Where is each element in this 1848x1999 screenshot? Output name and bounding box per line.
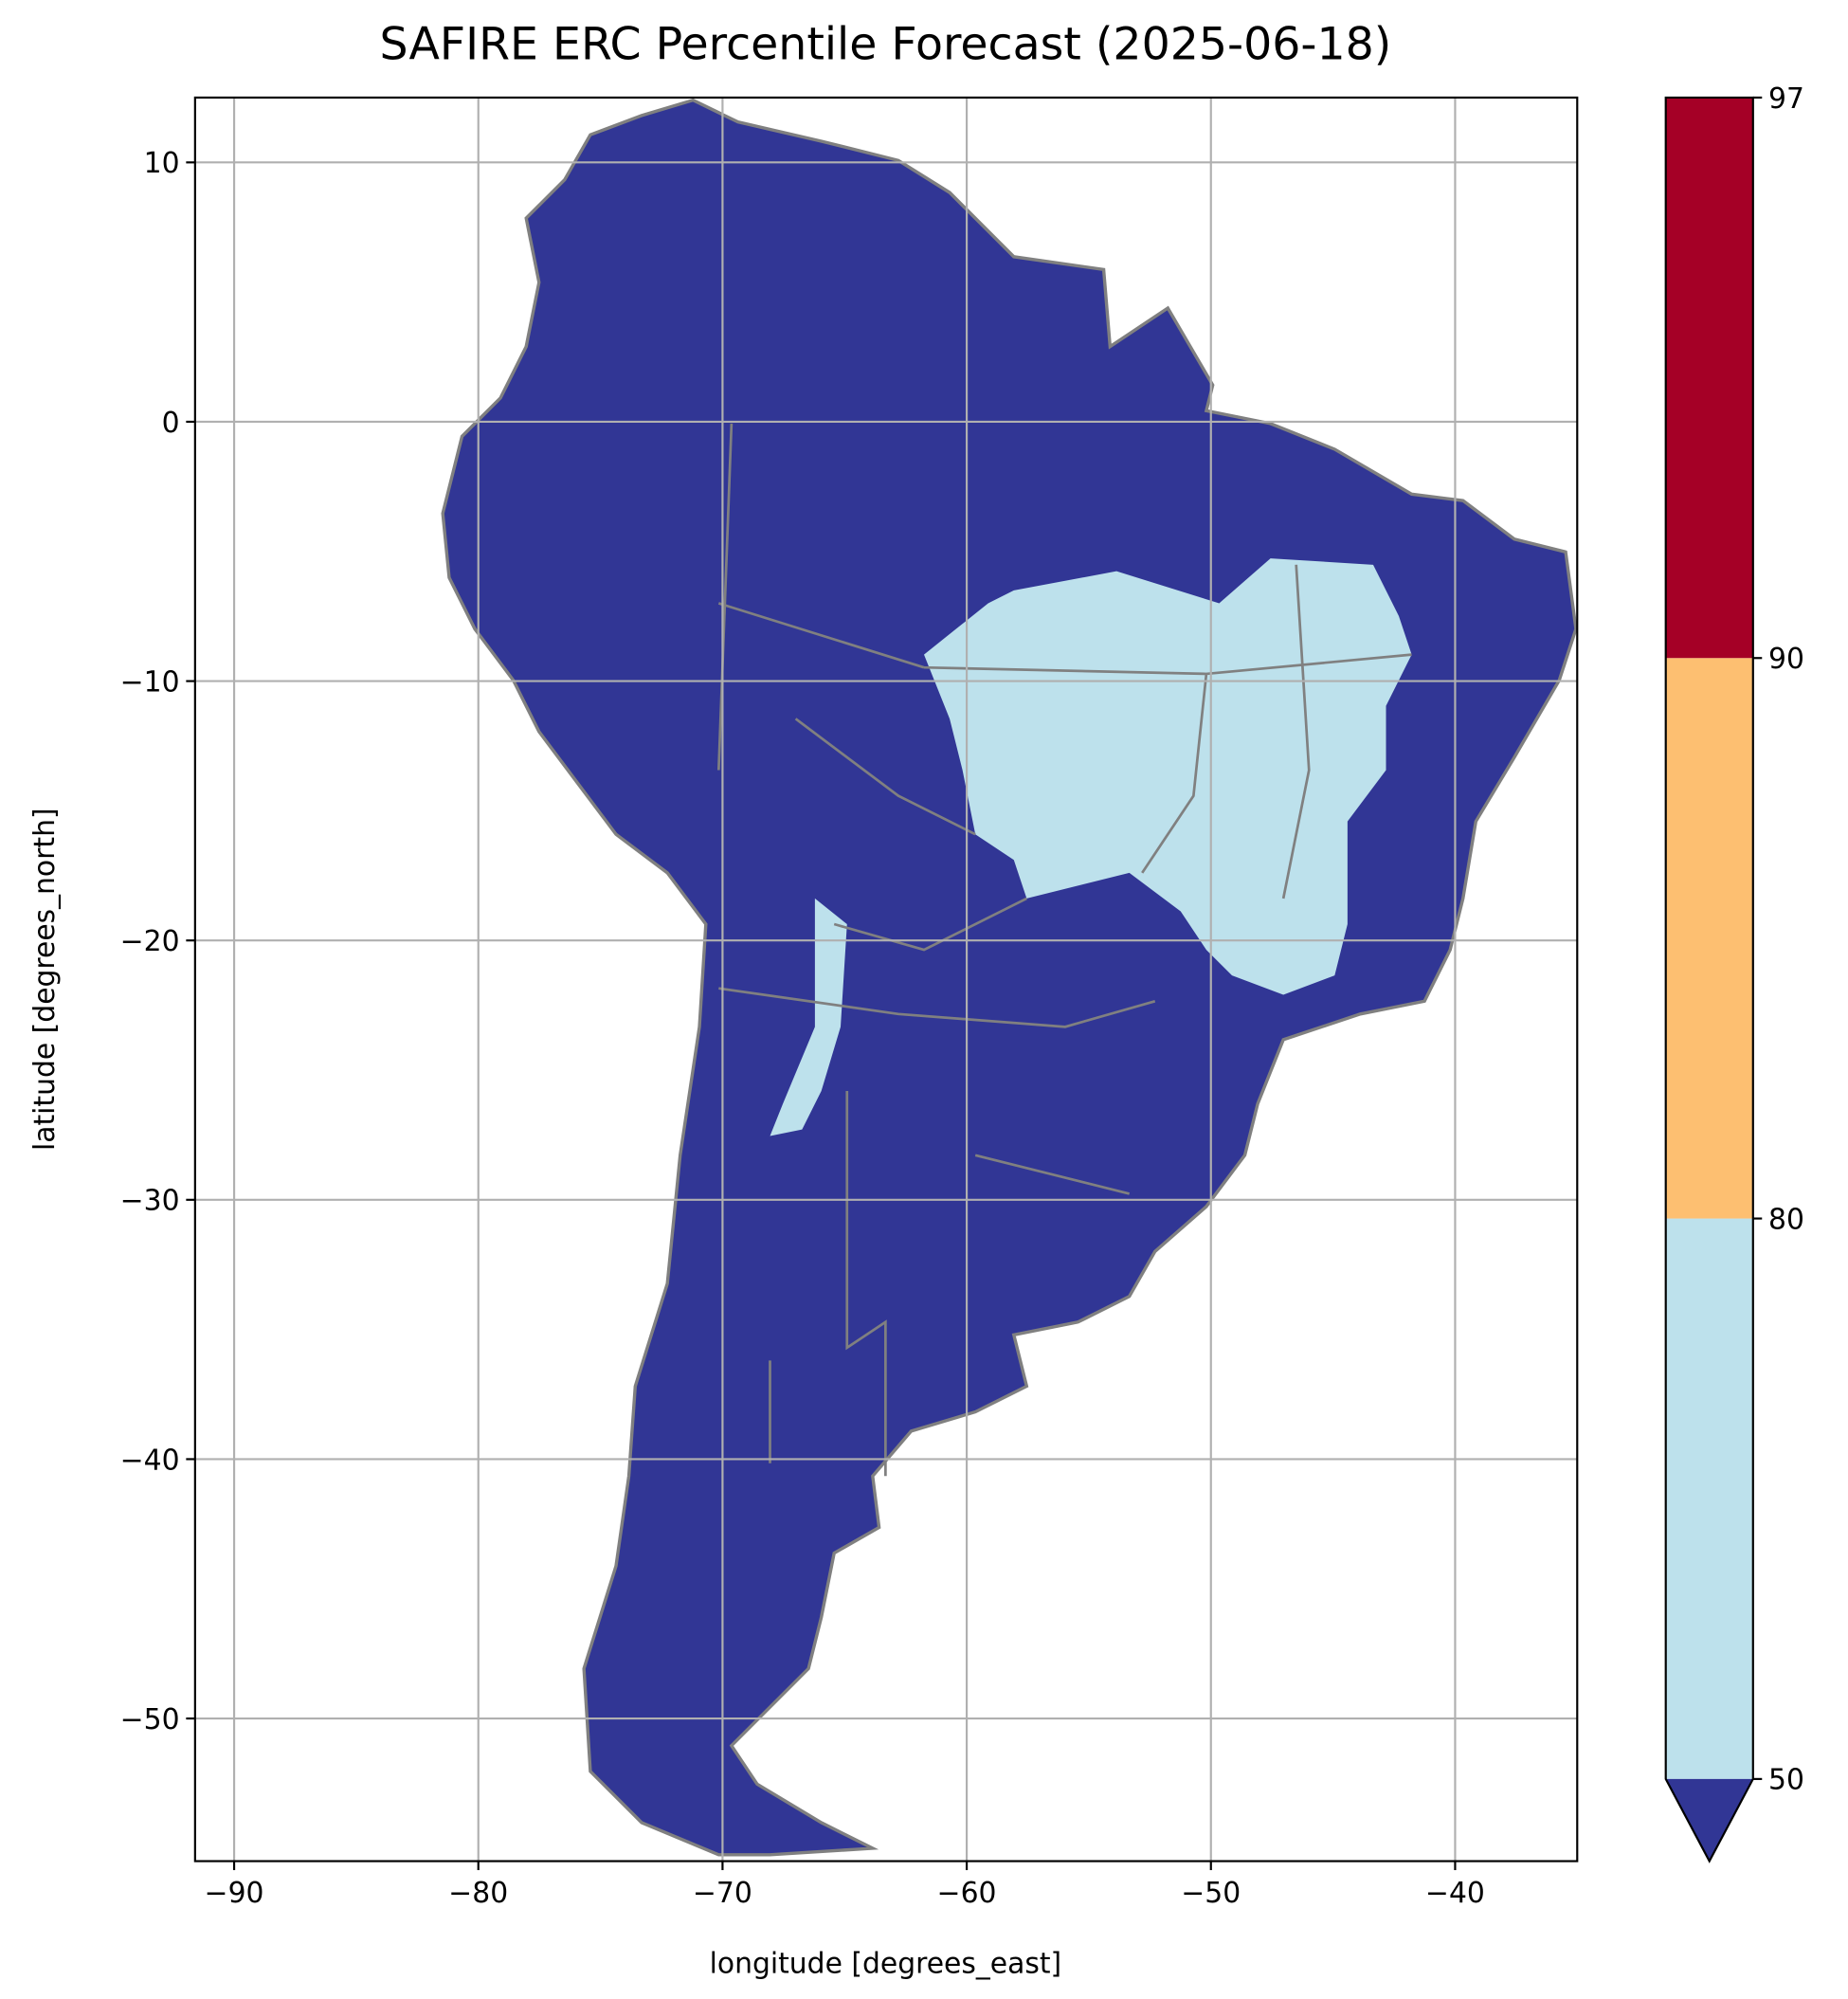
plot-frame <box>193 96 1579 1863</box>
x-tick-label: −90 <box>205 1877 264 1910</box>
y-axis-label: latitude [degrees_north] <box>28 808 62 1151</box>
y-tick-label: −30 <box>120 1185 180 1218</box>
colorbar-tick-label: 90 <box>1768 643 1804 676</box>
borders <box>716 423 1412 1477</box>
colorbar-segment <box>1665 1218 1753 1779</box>
land <box>441 98 1578 1857</box>
x-tick-label: −70 <box>693 1877 752 1910</box>
grid <box>186 97 1578 1871</box>
colorbar-tick-label: 97 <box>1768 82 1804 116</box>
x-tick-label: −40 <box>1425 1877 1485 1910</box>
y-tick-label: −10 <box>120 665 180 699</box>
colorbar-segment <box>1665 97 1753 659</box>
y-tick-label: −50 <box>120 1703 180 1736</box>
y-tick-label: −40 <box>120 1444 180 1477</box>
percentile-region <box>770 898 847 1136</box>
y-tick-label: 10 <box>144 147 180 180</box>
colorbar-outline <box>1664 96 1754 1863</box>
map-area <box>441 98 1578 1857</box>
x-tick-label: −80 <box>448 1877 508 1910</box>
colorbar: 50 80 90 97 <box>1664 82 1804 1863</box>
y-tick-label: 0 <box>162 407 180 440</box>
y-tick-label: −20 <box>120 925 180 958</box>
colorbar-extension <box>1665 1778 1753 1862</box>
chart-title: SAFIRE ERC Percentile Forecast (2025-06-… <box>380 18 1392 70</box>
colorbar-tick-label: 50 <box>1768 1764 1804 1797</box>
percentile-region <box>924 558 1412 995</box>
colorbar-segment <box>1665 658 1753 1219</box>
x-tick-label: −50 <box>1181 1877 1241 1910</box>
colorbar-tick-label: 80 <box>1768 1203 1804 1236</box>
x-tick-label: −60 <box>937 1877 997 1910</box>
x-axis-label: longitude [degrees_east] <box>710 1947 1062 1980</box>
